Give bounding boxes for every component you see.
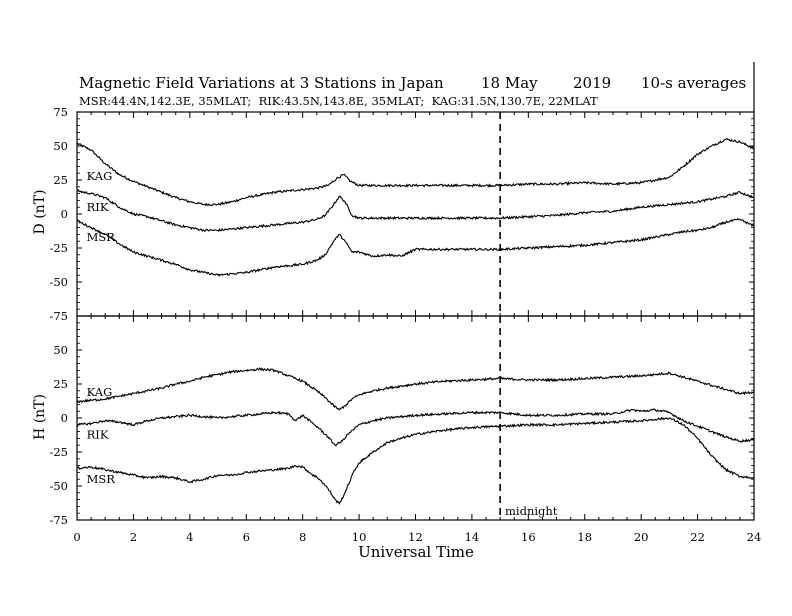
series-line-kag [77, 138, 755, 207]
y-tick-label: 0 [61, 207, 68, 221]
panel-frame-1 [76, 315, 755, 521]
x-tick-label: 8 [299, 530, 306, 544]
series-label-kag: KAG [87, 169, 113, 183]
y-tick-label: 25 [53, 173, 68, 187]
midnight-label: midnight [505, 504, 558, 518]
y-tick-label: -50 [49, 479, 68, 493]
chart-title: Magnetic Field Variations at 3 Stations … [79, 74, 444, 92]
y-axis-label-h: H (nT) [32, 394, 48, 440]
y-tick-label: 75 [53, 105, 68, 119]
x-tick-label: 2 [130, 530, 137, 544]
series-label-rik: RIK [87, 427, 109, 441]
x-tick-label: 0 [73, 530, 80, 544]
x-tick-label: 18 [577, 530, 592, 544]
y-tick-label: -25 [49, 445, 68, 459]
x-tick-label: 12 [408, 530, 423, 544]
x-tick-label: 10 [352, 530, 367, 544]
series-label-rik: RIK [87, 200, 109, 214]
y-tick-label: 50 [53, 139, 68, 153]
y-tick-label: -75 [49, 513, 68, 527]
y-tick-label: -75 [49, 309, 68, 323]
series-line-rik [76, 408, 755, 447]
y-tick-label: -25 [49, 241, 68, 255]
y-tick-label: 0 [61, 411, 68, 425]
plot-layer: 75 50 25 0 -25 -50 -75 KAG RIK MSR 50 25 0 -25 -50 -75 K… [49, 62, 761, 544]
x-tick-label: 14 [465, 530, 480, 544]
x-tick-label: 22 [690, 530, 705, 544]
chart-year: 2019 [573, 74, 611, 92]
chart-subtitle: MSR:44.4N,142.3E, 35MLAT; RIK:43.5N,143.… [79, 94, 598, 108]
chart-date: 18 May [481, 74, 538, 92]
series-line-kag [76, 367, 755, 411]
x-axis-label: Universal Time [358, 543, 474, 561]
x-tick-label: 16 [521, 530, 536, 544]
series-line-rik [77, 189, 755, 233]
series-label-kag: KAG [87, 385, 113, 399]
series-line-msr [76, 217, 755, 277]
x-tick-label: 4 [186, 530, 193, 544]
y-axis-label-d: D (nT) [32, 190, 48, 235]
y-tick-label: 50 [53, 343, 68, 357]
series-label-msr: MSR [87, 230, 116, 244]
y-tick-label: -50 [49, 275, 68, 289]
y-tick-label: 25 [53, 377, 68, 391]
panel-frame-0 [76, 111, 755, 317]
x-tick-label: 6 [243, 530, 250, 544]
series-label-msr: MSR [87, 472, 116, 486]
chart-averaging: 10-s averages [641, 74, 746, 92]
x-tick-label: 20 [634, 530, 649, 544]
series-line-msr [76, 416, 755, 505]
x-tick-label: 24 [747, 530, 762, 544]
